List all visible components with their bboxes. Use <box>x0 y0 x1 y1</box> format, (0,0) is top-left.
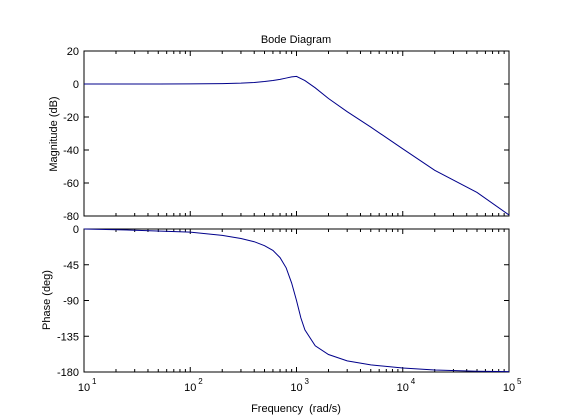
phase-y-tick-label: -180 <box>57 367 79 379</box>
x-tick-label: 10 <box>503 382 515 394</box>
frequency-axis-label: Frequency (rad/s) <box>251 403 341 415</box>
magnitude-axes: 20 0 -20 -40 -60 -80 <box>63 46 510 223</box>
x-tick-label: 10 <box>78 382 90 394</box>
magnitude-y-tick-label: -80 <box>63 211 79 223</box>
magnitude-y-tick-label: -60 <box>63 178 79 190</box>
x-tick-exponent: 5 <box>517 377 522 386</box>
x-tick-label: 10 <box>290 382 302 394</box>
phase-y-tick-label: -135 <box>57 331 79 343</box>
phase-axis-label: Phase (deg) <box>41 270 53 330</box>
phase-y-tick-label: -90 <box>63 296 79 308</box>
x-tick-exponent: 3 <box>305 377 310 386</box>
x-tick-exponent: 4 <box>411 377 416 386</box>
magnitude-axis-label: Magnitude (dB) <box>48 96 60 171</box>
phase-y-tick-label: -45 <box>63 260 79 272</box>
magnitude-y-tick-label: 0 <box>73 79 79 91</box>
magnitude-plot-frame <box>83 50 510 217</box>
x-tick-label: 10 <box>184 382 196 394</box>
magnitude-y-tick-label: 20 <box>67 46 79 58</box>
magnitude-curve <box>84 75 510 216</box>
chart-title: Bode Diagram <box>261 34 331 46</box>
x-tick-exponent: 2 <box>198 377 203 386</box>
phase-y-tick-label: 0 <box>73 224 79 236</box>
phase-curve <box>83 228 510 373</box>
magnitude-y-tick-label: -20 <box>63 112 79 124</box>
x-tick-exponent: 1 <box>92 377 97 386</box>
magnitude-y-tick-label: -40 <box>63 145 79 157</box>
x-tick-label: 10 <box>397 382 409 394</box>
